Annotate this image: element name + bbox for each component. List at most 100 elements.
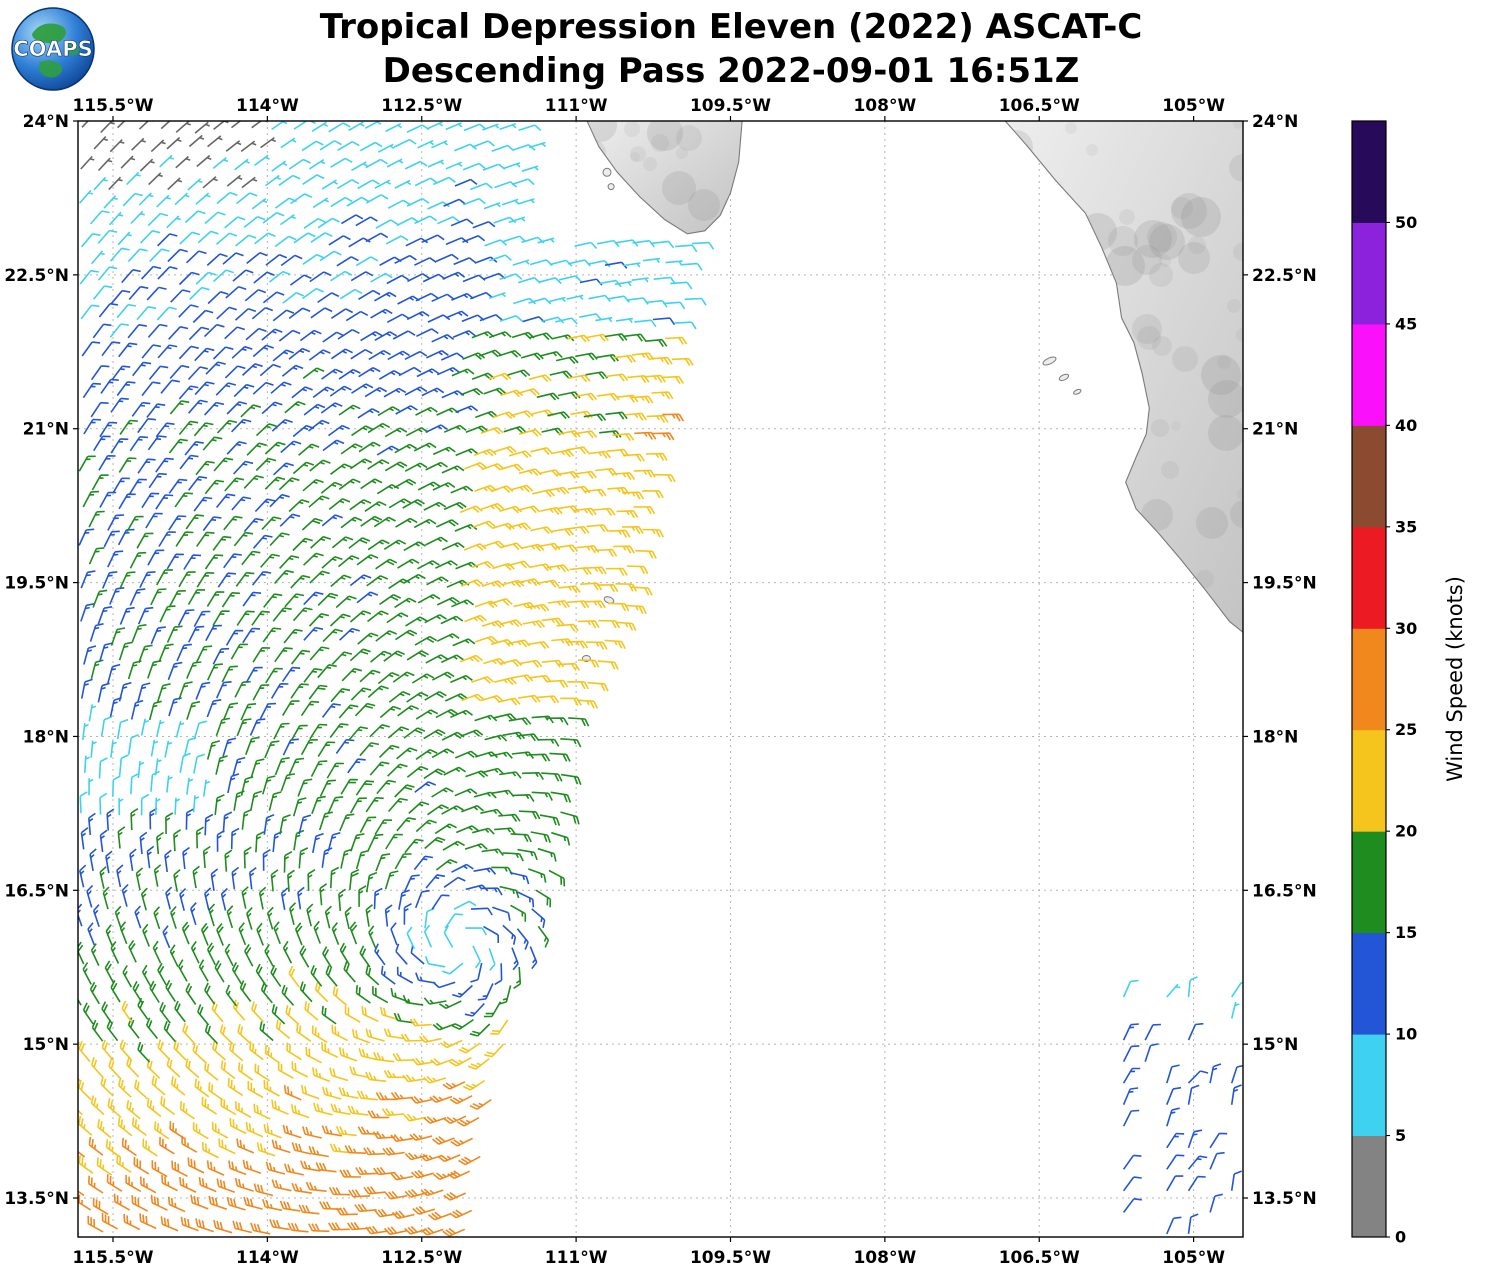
wind-barb xyxy=(146,1058,161,1079)
wind-barb xyxy=(262,775,276,795)
wind-barb xyxy=(244,943,254,967)
wind-barb xyxy=(626,297,649,305)
wind-barb xyxy=(404,1225,428,1235)
wind-barb xyxy=(364,501,387,512)
wind-barb xyxy=(1209,1193,1223,1213)
wind-barb xyxy=(453,900,477,910)
wind-barb xyxy=(355,256,379,267)
logo-text: COAPS xyxy=(13,37,92,61)
wind-barb xyxy=(441,542,465,551)
wind-barb xyxy=(159,605,176,623)
wind-barb xyxy=(173,1040,187,1061)
wind-barb xyxy=(483,657,506,666)
wind-barb xyxy=(451,1018,474,1030)
wind-barb xyxy=(519,659,543,668)
wind-barb xyxy=(528,297,552,305)
wind-barb xyxy=(331,651,353,665)
wind-barb xyxy=(261,401,283,415)
wind-barb xyxy=(623,262,641,268)
wind-barb xyxy=(517,505,541,514)
wind-barb xyxy=(187,1157,205,1174)
wind-barb xyxy=(510,904,527,922)
wind-barb xyxy=(87,1215,104,1233)
wind-barb xyxy=(510,833,532,843)
wind-barb xyxy=(255,423,277,437)
wind-barb xyxy=(121,1137,137,1157)
wind-barb xyxy=(224,365,246,379)
colorbar-tick-label: 5 xyxy=(1395,1126,1406,1145)
wind-barb xyxy=(348,237,371,248)
wind-barb xyxy=(285,1005,300,1025)
wind-barb xyxy=(440,615,464,625)
wind-barb xyxy=(279,513,301,527)
wind-barb xyxy=(616,394,639,403)
wind-barb xyxy=(220,887,228,911)
wind-barb xyxy=(356,1090,378,1101)
wind-barb xyxy=(584,488,607,497)
wind-barb xyxy=(454,178,478,187)
wind-barb xyxy=(492,906,511,921)
wind-barb xyxy=(274,235,297,248)
wind-barb xyxy=(587,681,609,692)
wind-barb xyxy=(451,863,474,873)
colorbar-segment xyxy=(1352,831,1386,934)
wind-barb xyxy=(243,215,266,228)
wind-barb xyxy=(91,1019,104,1042)
wind-barb xyxy=(335,595,357,609)
wind-barb xyxy=(252,684,270,701)
wind-barb xyxy=(154,758,162,776)
wind-barb xyxy=(315,1162,337,1173)
wind-barb xyxy=(254,1063,270,1082)
wind-barb xyxy=(489,598,513,606)
wind-barb xyxy=(202,779,211,797)
wind-barb xyxy=(341,667,363,682)
wind-barb xyxy=(692,241,715,250)
wind-barb xyxy=(127,324,147,339)
wind-barb xyxy=(343,961,356,983)
wind-barb xyxy=(331,1024,348,1042)
wind-barb xyxy=(188,134,205,148)
wind-barb xyxy=(270,869,279,892)
wind-barb xyxy=(355,1166,378,1175)
wind-barb xyxy=(375,1092,398,1101)
wind-barb xyxy=(474,600,498,609)
wind-barb xyxy=(339,942,350,966)
wind-barb xyxy=(651,391,674,400)
wind-barb xyxy=(356,591,379,604)
wind-barb xyxy=(122,965,133,988)
wind-barb xyxy=(473,448,497,457)
wind-barb xyxy=(102,886,110,910)
wind-barb xyxy=(432,1172,456,1180)
wind-barb xyxy=(245,736,260,755)
wind-barb xyxy=(522,772,544,781)
wind-barb xyxy=(167,661,183,681)
wind-barb xyxy=(402,499,425,509)
wind-barb xyxy=(147,323,168,338)
wind-barb xyxy=(473,791,497,799)
wind-barb xyxy=(575,352,598,361)
wind-barb xyxy=(111,365,131,381)
wind-barb xyxy=(225,285,247,299)
wind-barb xyxy=(539,814,561,826)
wind-barb xyxy=(169,1121,185,1140)
wind-barb xyxy=(1122,1045,1140,1062)
wind-barb xyxy=(439,1039,463,1049)
wind-barb xyxy=(79,791,88,814)
wind-barb xyxy=(616,510,639,519)
wind-barb xyxy=(90,1057,104,1079)
wind-barb xyxy=(98,455,116,471)
wind-barb xyxy=(256,922,264,946)
wind-barb xyxy=(168,697,182,717)
colorbar-tick-label: 45 xyxy=(1395,314,1417,333)
wind-barb xyxy=(322,946,333,969)
wind-barb xyxy=(126,1056,140,1078)
wind-barb xyxy=(311,795,326,815)
wind-barb xyxy=(185,1058,200,1079)
wind-barb xyxy=(142,964,152,988)
wind-barb xyxy=(243,846,252,869)
wind-barb xyxy=(252,534,273,549)
wind-barb xyxy=(205,361,226,375)
plot-area xyxy=(78,121,1243,1237)
wind-barb xyxy=(317,664,337,679)
wind-barb xyxy=(450,1137,473,1147)
